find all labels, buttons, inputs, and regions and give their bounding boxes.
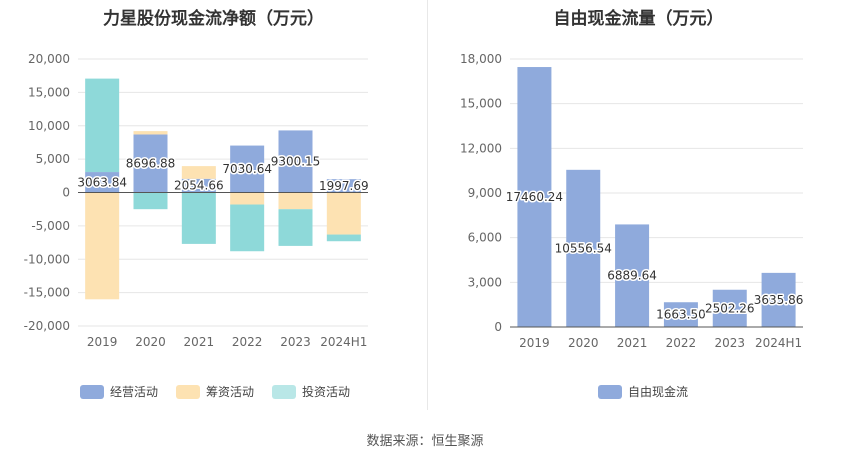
legend-swatch-fcf — [598, 384, 622, 399]
data-label: 7030.64 — [222, 162, 272, 176]
bar-自由现金流-2024H1 — [761, 272, 796, 327]
legend-item-investing[interactable]: 投资活动 — [272, 383, 350, 400]
data-label: 1663.50 — [656, 308, 706, 322]
x-tick-label: 2021 — [617, 336, 648, 350]
bar-经营活动-2024H1 — [326, 179, 361, 193]
legend-swatch-operating — [80, 384, 104, 399]
data-label: 9300.15 — [271, 154, 321, 168]
bar-筹资活动-2020 — [133, 131, 168, 135]
y-tick-label: -10,000 — [24, 252, 70, 266]
y-tick-label: 10,000 — [28, 119, 70, 133]
bar-经营活动-2020 — [133, 134, 168, 193]
y-tick-label: 5,000 — [36, 152, 70, 166]
cashflow-net-chart: 20,000 15,000 10,000 5,000 0 -5,000 -10,000 -15… — [24, 52, 370, 349]
bar-筹资活动-2021 — [181, 166, 216, 179]
bar-经营活动-2023 — [278, 130, 313, 193]
y-tick-label: 9,000 — [468, 186, 502, 200]
panel-divider — [427, 0, 428, 410]
data-label: 2054.66 — [174, 179, 224, 193]
left-legend: 经营活动 筹资活动 投资活动 — [80, 383, 350, 400]
x-tick-label: 2020 — [135, 335, 166, 349]
x-tick-label: 2023 — [714, 336, 745, 350]
bar-自由现金流-2019 — [517, 67, 552, 327]
legend-item-operating[interactable]: 经营活动 — [80, 383, 158, 400]
y-tick-label: 3,000 — [468, 275, 502, 289]
x-tick-label: 2019 — [519, 336, 550, 350]
data-label: 3063.84 — [77, 175, 127, 189]
data-label: 10556.54 — [555, 241, 612, 255]
bar-自由现金流-2020 — [566, 169, 601, 327]
right-chart-title: 自由现金流量（万元） — [553, 9, 724, 29]
data-label: 8696.88 — [126, 156, 176, 170]
x-tick-label: 2019 — [87, 335, 118, 349]
data-label: 3635.86 — [754, 293, 804, 307]
x-tick-label: 2022 — [666, 336, 697, 350]
y-tick-label: 18,000 — [460, 52, 502, 66]
bar-投资活动-2021 — [181, 192, 216, 244]
y-tick-label: 0 — [494, 320, 502, 334]
free-cashflow-chart: 18,000 15,000 12,000 9,000 6,000 3,000 0 2019 17… — [460, 52, 805, 350]
legend-label-operating: 经营活动 — [110, 385, 159, 399]
bar-经营活动-2021 — [181, 178, 216, 193]
right-legend: 自由现金流 — [598, 383, 688, 400]
x-tick-label: 2020 — [568, 336, 599, 350]
bar-筹资活动-2019 — [85, 192, 120, 300]
bar-投资活动-2022 — [230, 204, 265, 252]
bar-自由现金流-2021 — [615, 224, 650, 327]
bar-经营活动-2022 — [230, 145, 265, 193]
bar-经营活动-2019 — [85, 172, 120, 193]
bar-投资活动-2023 — [278, 209, 313, 246]
y-tick-label: 6,000 — [468, 231, 502, 245]
y-tick-label: -20,000 — [24, 319, 70, 333]
legend-label-fcf: 自由现金流 — [628, 385, 689, 399]
data-label: 6889.64 — [607, 269, 657, 283]
data-label: 17460.24 — [506, 190, 563, 204]
legend-label-investing: 投资活动 — [302, 385, 351, 399]
legend-label-financing: 筹资活动 — [206, 385, 255, 399]
bar-投资活动-2020 — [133, 192, 168, 210]
data-source: 数据来源：恒生聚源 — [366, 434, 484, 449]
bar-筹资活动-2023 — [278, 192, 313, 210]
legend-swatch-financing — [176, 384, 201, 399]
bar-投资活动-2019 — [85, 78, 120, 173]
bar-筹资活动-2022 — [230, 192, 265, 205]
y-tick-label: 12,000 — [460, 141, 502, 155]
legend-item-fcf[interactable]: 自由现金流 — [598, 383, 688, 400]
y-tick-label: 20,000 — [28, 52, 70, 66]
legend-item-financing[interactable]: 筹资活动 — [176, 383, 254, 400]
x-tick-label: 2021 — [184, 335, 215, 349]
data-label: 1997.69 — [319, 179, 369, 193]
bar-自由现金流-2023 — [712, 289, 747, 327]
left-chart-title: 力星股份现金流净额（万元） — [103, 9, 324, 29]
x-tick-label: 2024H1 — [320, 335, 367, 349]
y-tick-label: 15,000 — [28, 85, 70, 99]
y-tick-label: -15,000 — [24, 286, 70, 300]
y-tick-label: 0 — [62, 186, 70, 200]
x-tick-label: 2023 — [280, 335, 311, 349]
x-tick-label: 2022 — [232, 335, 263, 349]
bar-自由现金流-2022 — [663, 302, 698, 327]
data-label: 2502.26 — [705, 301, 755, 315]
bar-筹资活动-2024H1 — [326, 192, 361, 235]
y-tick-label: 15,000 — [460, 97, 502, 111]
x-tick-label: 2024H1 — [755, 336, 802, 350]
legend-swatch-investing — [272, 384, 297, 399]
y-tick-label: -5,000 — [31, 219, 70, 233]
bar-投资活动-2024H1 — [326, 234, 361, 242]
